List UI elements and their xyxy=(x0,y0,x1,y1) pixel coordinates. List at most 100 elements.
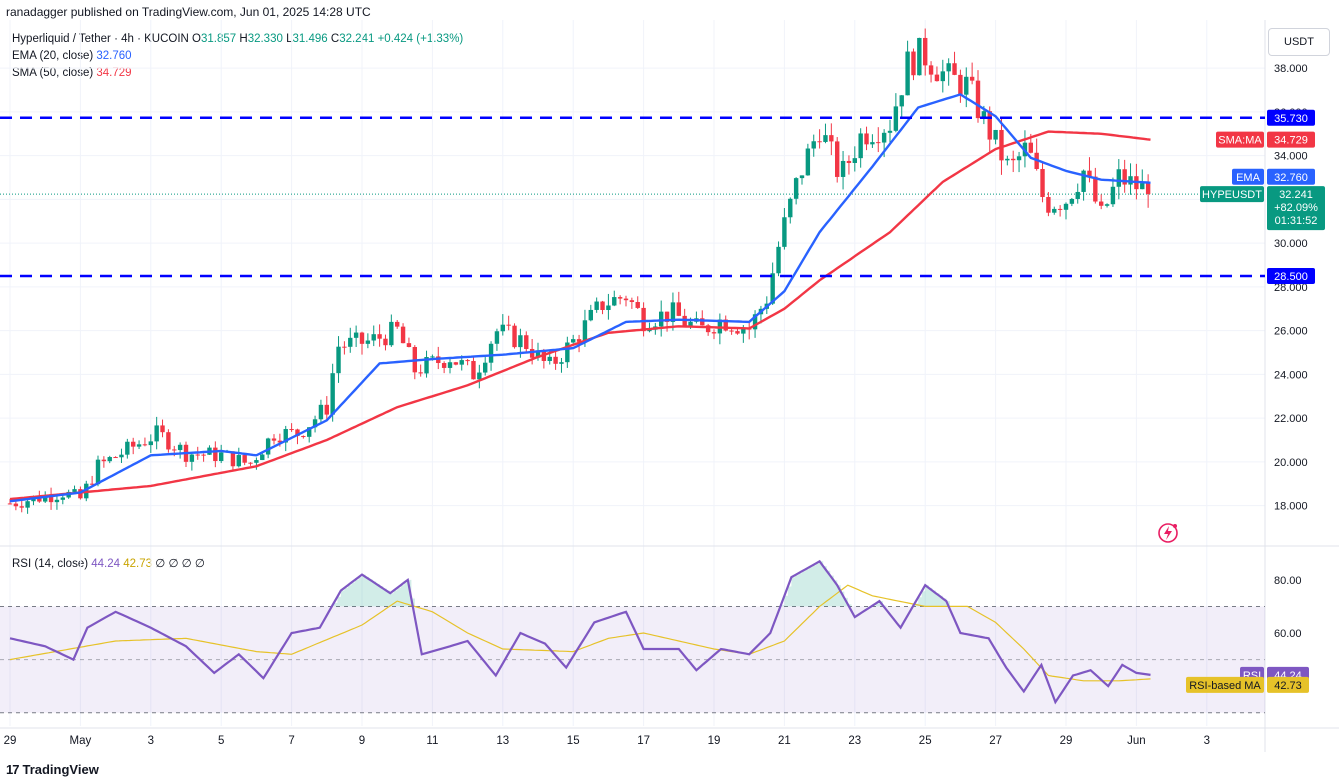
rsi-line xyxy=(9,559,1151,705)
candle-body xyxy=(793,178,799,199)
candle-body xyxy=(289,429,294,431)
price-tick-label: 22.000 xyxy=(1274,413,1308,425)
candle-body xyxy=(840,160,846,177)
price-tick-label: 30.000 xyxy=(1274,238,1308,250)
rsi-overbought-fill xyxy=(333,561,950,607)
candle-body xyxy=(664,311,670,322)
candle-body xyxy=(606,305,611,311)
candle-body xyxy=(999,129,1004,161)
ema-legend[interactable]: EMA (20, close) 32.760 xyxy=(12,50,132,62)
candle-body xyxy=(641,307,646,332)
candle-body xyxy=(477,372,482,380)
candle-body xyxy=(365,340,371,344)
price-tick-label: 34.000 xyxy=(1274,151,1308,163)
rsi-tick-label: 80.00 xyxy=(1274,575,1302,587)
candle-body xyxy=(125,441,130,455)
candle-body xyxy=(43,495,48,502)
candle-body xyxy=(271,438,277,441)
candle-body xyxy=(330,373,335,415)
candle-body xyxy=(459,360,464,365)
candle-body xyxy=(887,130,893,133)
candle-body xyxy=(60,497,65,500)
time-tick-label: 11 xyxy=(426,735,438,747)
candle-body xyxy=(659,311,664,327)
candle-body xyxy=(964,76,969,95)
candle-body xyxy=(441,363,447,368)
candle-body xyxy=(277,440,283,443)
sma-legend[interactable]: SMA (50, close) 34.729 xyxy=(12,67,132,79)
candle-body xyxy=(201,454,206,456)
candle-body xyxy=(377,334,382,339)
time-tick-label: 29 xyxy=(1060,735,1073,747)
candle-body xyxy=(729,330,734,332)
time-tick-label: 3 xyxy=(148,735,154,747)
candle-body xyxy=(1005,158,1010,161)
candle-body xyxy=(923,37,928,66)
sma-name-tag: SMA:MA xyxy=(1216,131,1264,148)
price-tick-label: 26.000 xyxy=(1274,326,1308,338)
candle-body xyxy=(852,158,857,163)
candle-body xyxy=(248,462,253,464)
svg-text:+82.09%: +82.09% xyxy=(1274,202,1318,214)
candle-body xyxy=(1075,191,1080,199)
svg-text:RSI-based MA: RSI-based MA xyxy=(1189,680,1261,692)
candle-body xyxy=(113,457,118,459)
candle-body xyxy=(107,457,112,462)
change-value: +0.424 (+1.33%) xyxy=(377,33,464,45)
svg-text:32.760: 32.760 xyxy=(1274,172,1308,184)
candle-body xyxy=(864,133,869,145)
time-tick-label: 9 xyxy=(359,735,365,747)
ema20-line xyxy=(9,93,1151,503)
candle-body xyxy=(295,429,300,437)
candle-body xyxy=(835,141,840,177)
candle-body xyxy=(559,362,564,364)
time-tick-label: 21 xyxy=(778,735,791,747)
flash-icon[interactable] xyxy=(1158,523,1178,543)
svg-text:42.73: 42.73 xyxy=(1274,680,1302,692)
candle-body xyxy=(359,332,365,344)
candle-body xyxy=(700,318,705,326)
candle-body xyxy=(7,503,13,505)
currency-button[interactable]: USDT xyxy=(1268,28,1330,56)
candle-body xyxy=(940,71,945,82)
candle-body xyxy=(899,95,904,107)
candle-body xyxy=(154,425,159,442)
candle-body xyxy=(635,302,640,308)
candle-body xyxy=(688,321,693,326)
candle-body xyxy=(471,360,476,380)
candle-body xyxy=(582,320,588,342)
candle-body xyxy=(846,160,852,163)
candle-body xyxy=(488,343,494,363)
rsi-ma-line xyxy=(9,584,1151,682)
tradingview-logo[interactable]: 17 TradingView xyxy=(6,762,99,777)
candle-body xyxy=(307,427,312,437)
candle-body xyxy=(260,454,265,461)
candle-body xyxy=(881,132,887,143)
symbol-name[interactable]: Hyperliquid / Tether · 4h · KUCOIN xyxy=(12,33,189,45)
candle-body xyxy=(535,350,541,358)
svg-text:EMA: EMA xyxy=(1236,172,1261,184)
candle-body xyxy=(711,332,717,334)
open-value: 31.857 xyxy=(200,33,237,45)
candle-body xyxy=(1011,158,1016,161)
rsi-legend[interactable]: RSI (14, close) 44.24 42.73 ∅ ∅ ∅ ∅ xyxy=(12,558,205,570)
candle-body xyxy=(500,324,505,332)
svg-text:01:31:52: 01:31:52 xyxy=(1275,215,1318,227)
candle-body xyxy=(283,429,288,443)
candle-body xyxy=(817,141,822,143)
ema-legend-value: 32.760 xyxy=(96,50,132,62)
candle-body xyxy=(858,133,863,159)
time-tick-label: 19 xyxy=(708,735,721,747)
candle-body xyxy=(647,329,652,332)
time-tick-label: 27 xyxy=(989,735,1002,747)
candle-body xyxy=(166,432,171,450)
candle-body xyxy=(506,324,511,326)
high-value: 32.330 xyxy=(247,33,283,45)
candle-body xyxy=(776,246,781,274)
candle-body xyxy=(612,297,617,306)
candle-body xyxy=(242,455,247,463)
candle-body xyxy=(623,298,629,301)
candle-body xyxy=(1069,198,1075,204)
candle-body xyxy=(893,106,899,131)
